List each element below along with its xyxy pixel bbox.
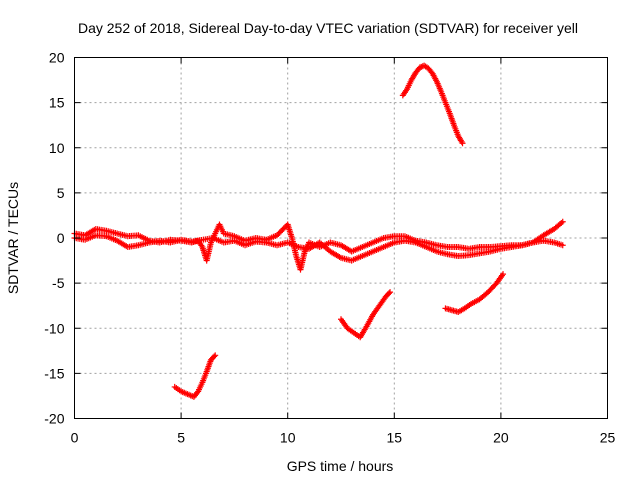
- series-2: [399, 62, 466, 147]
- y-axis-label: SDTVAR / TECUs: [5, 182, 21, 294]
- x-tick-label: 5: [177, 430, 185, 446]
- data-point: [500, 271, 507, 278]
- data-point: [278, 228, 285, 235]
- data-point: [194, 389, 201, 396]
- data-point: [559, 242, 566, 249]
- y-tick-label: -15: [44, 365, 64, 381]
- y-tick-label: -20: [44, 411, 64, 427]
- y-tick-label: -5: [52, 275, 65, 291]
- y-tick-label: 5: [57, 185, 65, 201]
- data-series: [71, 62, 566, 400]
- x-tick-label: 20: [493, 430, 509, 446]
- series-5: [171, 352, 219, 400]
- x-tick-label: 15: [387, 430, 403, 446]
- tick-labels: 0 5 10 15 20 25 -20 -15 -10 -5 0 5 10 15 20: [44, 50, 615, 446]
- series-3: [442, 271, 507, 316]
- data-point: [211, 353, 218, 360]
- y-tick-label: 15: [49, 95, 65, 111]
- y-tick-label: 10: [49, 140, 65, 156]
- data-point: [279, 226, 286, 233]
- data-point: [276, 229, 283, 236]
- data-point: [459, 140, 466, 147]
- data-point: [212, 352, 219, 359]
- x-axis-label: GPS time / hours: [287, 458, 394, 474]
- axis-ticks: [74, 57, 608, 419]
- data-point: [387, 289, 394, 296]
- x-tick-label: 10: [280, 430, 296, 446]
- x-tick-label: 0: [71, 430, 79, 446]
- chart-title: Day 252 of 2018, Sidereal Day-to-day VTE…: [78, 20, 578, 36]
- data-point: [282, 224, 289, 231]
- series-1: [71, 218, 566, 264]
- data-point: [385, 290, 392, 297]
- y-tick-label: -10: [44, 320, 64, 336]
- data-point: [275, 230, 282, 237]
- data-point: [274, 232, 281, 239]
- series-4: [338, 289, 394, 341]
- y-tick-label: 0: [57, 230, 65, 246]
- data-point: [280, 225, 287, 232]
- x-tick-label: 25: [600, 430, 616, 446]
- y-tick-label: 20: [49, 50, 65, 66]
- data-point: [559, 218, 566, 225]
